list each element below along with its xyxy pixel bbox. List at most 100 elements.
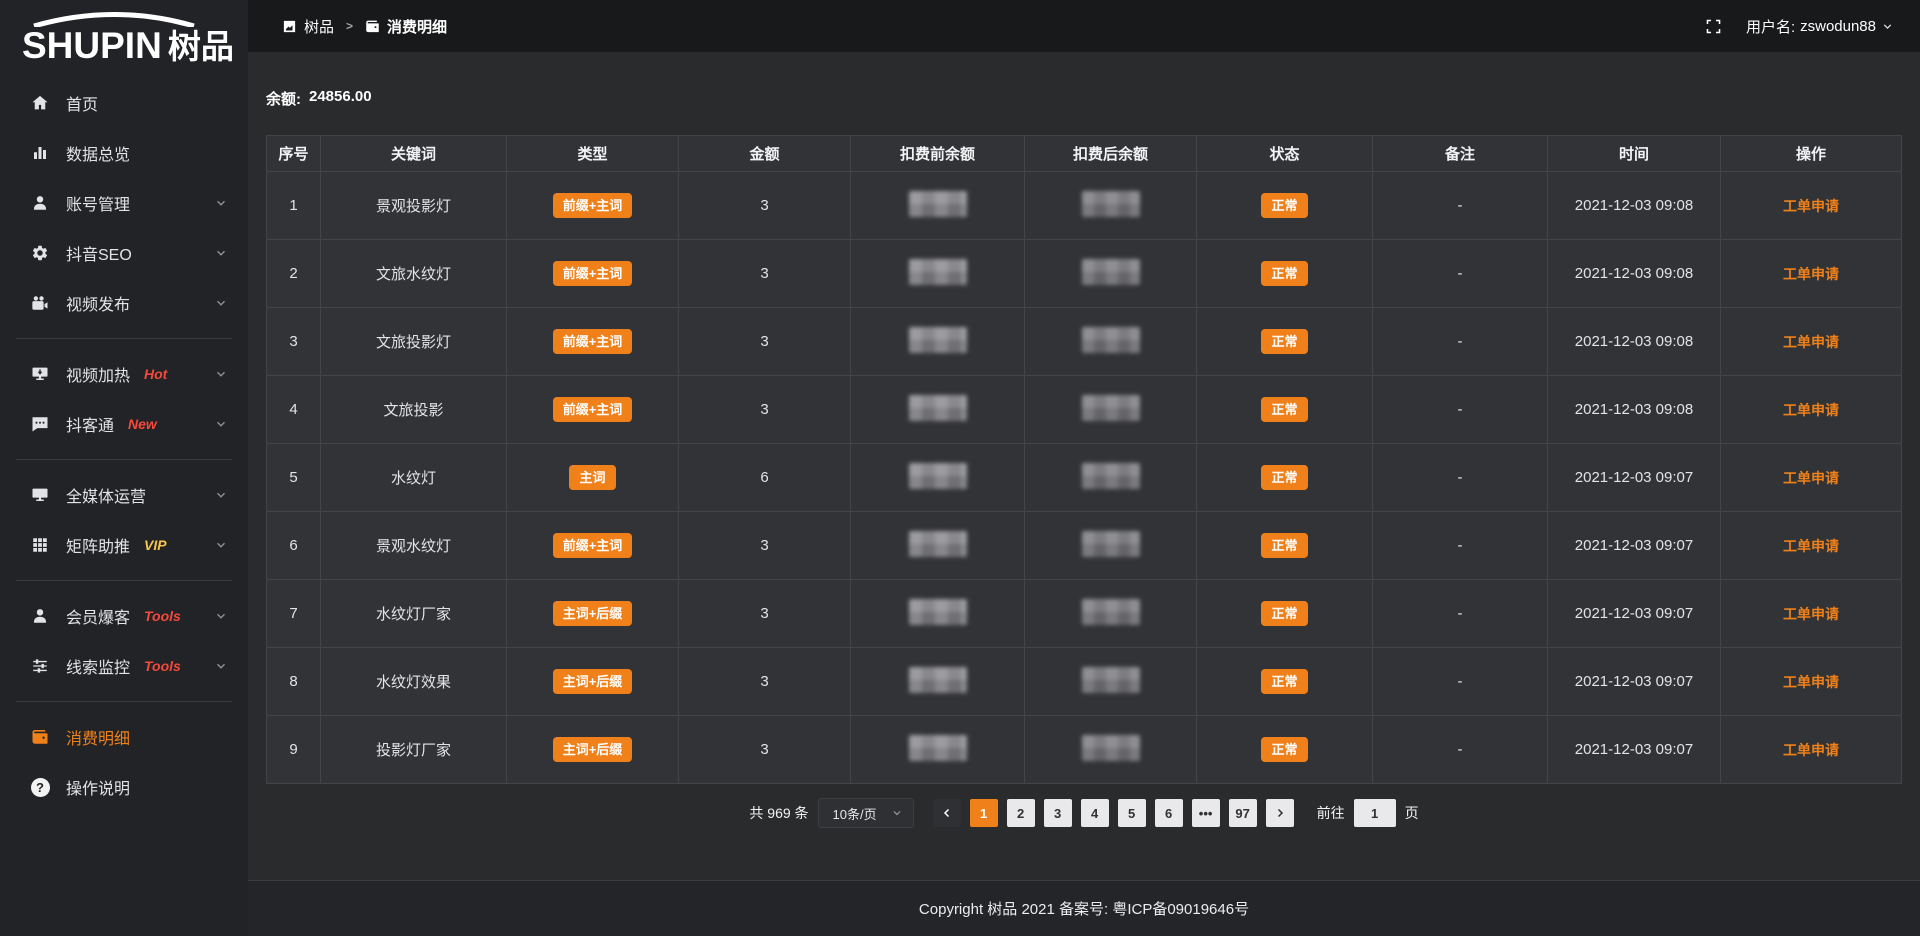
page-button-4[interactable]: 4 <box>1080 799 1109 827</box>
page-button-97[interactable]: 97 <box>1228 799 1257 827</box>
sidebar-divider <box>16 580 232 581</box>
sidebar-item-matrix-boost[interactable]: 矩阵助推 VIP <box>0 520 248 570</box>
breadcrumb-item-home[interactable]: 树品 <box>282 16 334 37</box>
topbar: 树品 > 消费明细 用户名: zswodun88 <box>248 0 1920 52</box>
breadcrumb-separator: > <box>346 19 354 33</box>
column-header: 扣费前余额 <box>850 135 1025 172</box>
cell-index: 3 <box>266 307 321 376</box>
status-badge: 正常 <box>1261 669 1308 694</box>
redacted-balance-after <box>1081 734 1140 761</box>
goto-label: 前往 <box>1316 805 1345 821</box>
redacted-balance-before <box>908 734 967 761</box>
breadcrumb-item-current[interactable]: 消费明细 <box>365 16 447 37</box>
work-order-link[interactable]: 工单申请 <box>1783 741 1839 758</box>
sidebar-item-label: 线索监控 <box>66 660 131 677</box>
sidebar-item-data-overview[interactable]: 数据总览 <box>0 128 248 178</box>
redacted-balance-before <box>908 326 967 353</box>
work-order-link[interactable]: 工单申请 <box>1783 673 1839 690</box>
page-button-1[interactable]: 1 <box>969 799 998 827</box>
main-column: 树品 > 消费明细 用户名: zswodun88 余额: 24856.00 序号… <box>248 0 1920 936</box>
chevron-down-icon <box>214 659 228 673</box>
cell-amount: 3 <box>678 307 851 376</box>
cell-status: 正常 <box>1196 443 1373 512</box>
topbar-right: 用户名: zswodun88 <box>1705 16 1894 37</box>
sidebar-item-video-heating[interactable]: 视频加热 Hot <box>0 349 248 399</box>
sidebar-item-clue-monitoring[interactable]: 线索监控 Tools <box>0 641 248 691</box>
balance-value: 24856.00 <box>309 88 372 105</box>
logo-text-cn: 树品 <box>167 28 234 65</box>
sidebar-item-douyin-seo[interactable]: 抖音SEO <box>0 228 248 278</box>
more-pages-button[interactable]: ••• <box>1191 799 1220 827</box>
sidebar-item-label: 消费明细 <box>66 731 131 748</box>
cell-index: 9 <box>266 715 321 784</box>
goto-page-input[interactable] <box>1353 799 1396 827</box>
redacted-balance-after <box>1081 394 1140 421</box>
cell-type: 主词+后缀 <box>506 715 679 784</box>
cell-keyword: 景观水纹灯 <box>320 511 507 580</box>
sidebar-item-consumption-details[interactable]: 消费明细 <box>0 712 248 762</box>
page-button-2[interactable]: 2 <box>1006 799 1035 827</box>
user-dropdown[interactable]: 用户名: zswodun88 <box>1746 16 1894 37</box>
cell-time: 2021-12-03 09:07 <box>1547 511 1721 580</box>
sidebar-item-doukotong[interactable]: 抖客通 New <box>0 399 248 449</box>
sidebar-item-label: 全媒体运营 <box>66 489 147 506</box>
type-badge: 主词 <box>569 465 616 490</box>
work-order-link[interactable]: 工单申请 <box>1783 265 1839 282</box>
sidebar-item-label: 操作说明 <box>66 781 131 798</box>
prev-page-button[interactable] <box>932 799 961 827</box>
grid-icon <box>30 535 50 555</box>
cell-amount: 3 <box>678 647 851 716</box>
status-badge: 正常 <box>1261 737 1308 762</box>
work-order-link[interactable]: 工单申请 <box>1783 469 1839 486</box>
work-order-link[interactable]: 工单申请 <box>1783 197 1839 214</box>
cell-keyword: 文旅水纹灯 <box>320 239 507 308</box>
chevron-down-icon <box>214 196 228 210</box>
monitor-arrow-icon <box>30 364 50 384</box>
work-order-link[interactable]: 工单申请 <box>1783 333 1839 350</box>
fullscreen-icon[interactable] <box>1705 18 1722 35</box>
column-header: 金额 <box>678 135 851 172</box>
sidebar-item-account-management[interactable]: 账号管理 <box>0 178 248 228</box>
sidebar: SHUPIN 树品 首页 数据总览 账号管理 抖音SEO 视频发布视频加热 Hot 抖客通 N… <box>0 0 248 936</box>
work-order-link[interactable]: 工单申请 <box>1783 401 1839 418</box>
cell-action: 工单申请 <box>1720 647 1902 716</box>
cell-keyword: 水纹灯效果 <box>320 647 507 716</box>
redacted-balance-after <box>1081 190 1140 217</box>
redacted-balance-before <box>908 598 967 625</box>
cell-index: 6 <box>266 511 321 580</box>
page-size-select[interactable]: 10条/页 <box>817 798 914 828</box>
cell-type: 前缀+主词 <box>506 375 679 444</box>
column-header: 时间 <box>1547 135 1721 172</box>
cell-remark: - <box>1372 511 1548 580</box>
sidebar-divider <box>16 701 232 702</box>
next-page-button[interactable] <box>1265 799 1294 827</box>
logo-text-en: SHUPIN <box>22 25 162 66</box>
work-order-link[interactable]: 工单申请 <box>1783 605 1839 622</box>
sidebar-divider <box>16 459 232 460</box>
cell-remark: - <box>1372 171 1548 240</box>
cell-status: 正常 <box>1196 239 1373 308</box>
cell-remark: - <box>1372 579 1548 648</box>
sidebar-item-video-publish[interactable]: 视频发布 <box>0 278 248 328</box>
cell-type: 主词+后缀 <box>506 579 679 648</box>
sidebar-item-member-explosion[interactable]: 会员爆客 Tools <box>0 591 248 641</box>
cell-keyword: 投影灯厂家 <box>320 715 507 784</box>
wallet-icon <box>30 727 50 747</box>
question-icon: ? <box>30 777 50 797</box>
work-order-link[interactable]: 工单申请 <box>1783 537 1839 554</box>
sidebar-item-label: 视频发布 <box>66 297 131 314</box>
cell-index: 8 <box>266 647 321 716</box>
sidebar-item-operation-instructions[interactable]: ? 操作说明 <box>0 762 248 812</box>
chevron-down-icon <box>1881 20 1894 33</box>
chevron-down-icon <box>214 367 228 381</box>
page-button-6[interactable]: 6 <box>1154 799 1183 827</box>
redacted-balance-after <box>1081 598 1140 625</box>
wallet-icon <box>365 19 380 34</box>
page-button-5[interactable]: 5 <box>1117 799 1146 827</box>
status-badge: 正常 <box>1261 465 1308 490</box>
page-button-3[interactable]: 3 <box>1043 799 1072 827</box>
status-badge: 正常 <box>1261 601 1308 626</box>
sidebar-item-all-media-operation[interactable]: 全媒体运营 <box>0 470 248 520</box>
cell-balance-before <box>850 715 1025 784</box>
sidebar-item-home[interactable]: 首页 <box>0 78 248 128</box>
